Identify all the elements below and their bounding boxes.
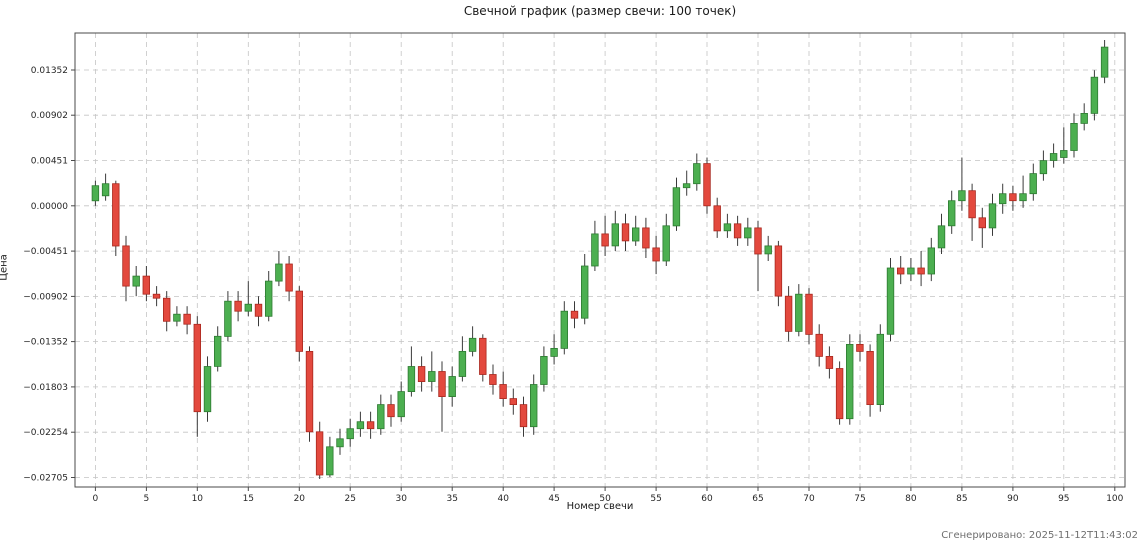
svg-text:40: 40 (497, 494, 509, 504)
svg-text:75: 75 (854, 494, 865, 504)
svg-text:50: 50 (599, 494, 611, 504)
svg-text:−0.02254: −0.02254 (23, 428, 68, 438)
svg-text:−0.00451: −0.00451 (23, 247, 68, 257)
svg-text:0.00902: 0.00902 (31, 111, 68, 121)
svg-text:15: 15 (243, 494, 254, 504)
svg-text:5: 5 (144, 494, 150, 504)
generated-timestamp: Сгенерировано: 2025-11-12T11:43:02 (941, 530, 1138, 541)
svg-text:90: 90 (1007, 494, 1019, 504)
svg-text:80: 80 (905, 494, 917, 504)
svg-text:25: 25 (344, 494, 355, 504)
svg-text:60: 60 (701, 494, 713, 504)
svg-text:−0.01352: −0.01352 (23, 338, 68, 348)
svg-text:65: 65 (752, 494, 763, 504)
svg-text:0: 0 (93, 494, 99, 504)
svg-text:45: 45 (548, 494, 559, 504)
svg-text:35: 35 (446, 494, 457, 504)
svg-text:85: 85 (956, 494, 967, 504)
svg-text:100: 100 (1106, 494, 1123, 504)
svg-text:10: 10 (192, 494, 204, 504)
svg-text:30: 30 (395, 494, 407, 504)
svg-text:95: 95 (1058, 494, 1069, 504)
svg-text:70: 70 (803, 494, 815, 504)
svg-text:20: 20 (294, 494, 306, 504)
svg-text:0.00451: 0.00451 (31, 157, 68, 167)
svg-text:0.00000: 0.00000 (31, 202, 68, 212)
svg-text:0.01352: 0.01352 (31, 66, 68, 76)
chart-title: Свечной график (размер свечи: 100 точек) (463, 4, 737, 18)
svg-text:−0.02705: −0.02705 (23, 474, 68, 484)
svg-text:−0.01803: −0.01803 (23, 383, 68, 393)
x-axis-label: Номер свечи (566, 501, 634, 512)
y-axis-label: Цена (0, 254, 10, 281)
svg-text:55: 55 (650, 494, 661, 504)
svg-text:−0.00902: −0.00902 (23, 292, 68, 302)
